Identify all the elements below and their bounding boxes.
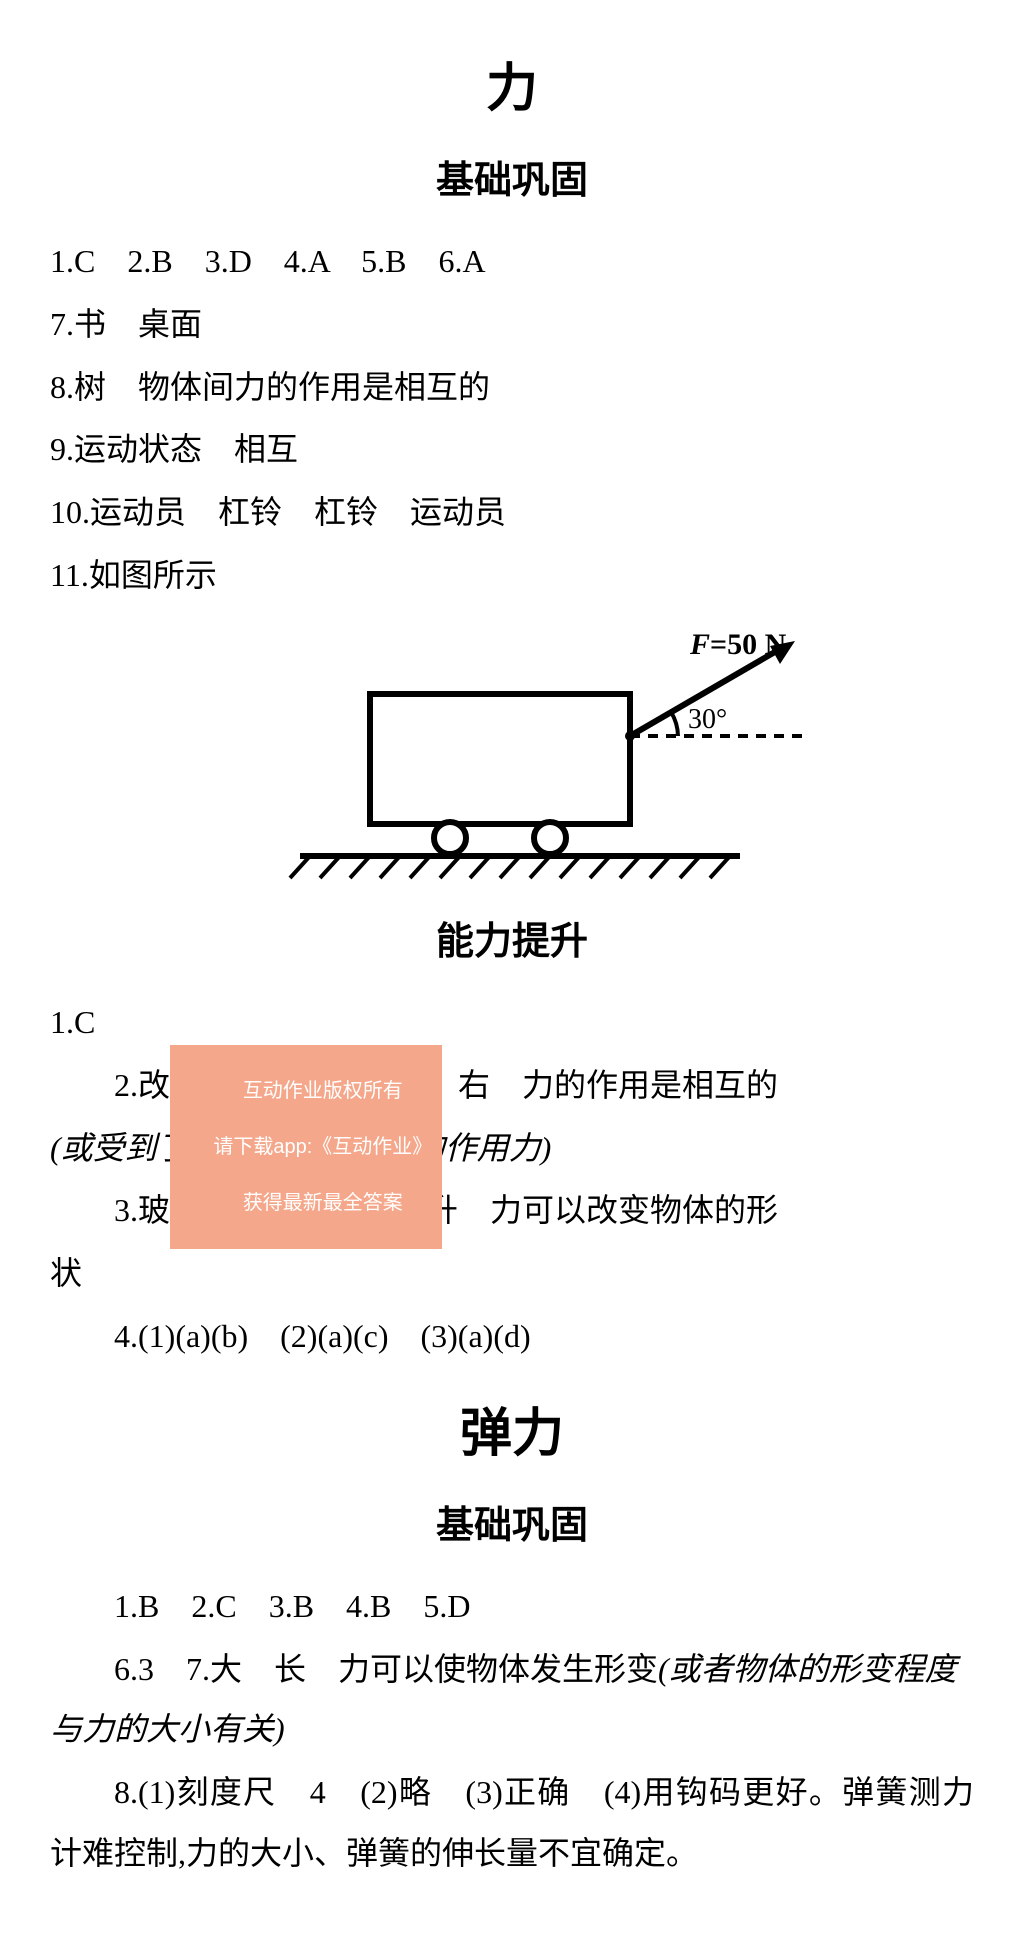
- angle-label: 30°: [688, 704, 727, 735]
- chapter1-adv-heading: 能力提升: [50, 906, 974, 978]
- c1-basic-q10: 10.运动员 杠铃 杠铃 运动员: [50, 482, 974, 543]
- c1-adv-q1: 1.C: [50, 992, 974, 1053]
- c2-basic-q6-7: 6.3 7.大 长 力可以使物体发生形变(或者物体的形变程度与力的大小有关): [50, 1639, 974, 1761]
- c1-adv-q2-wrap: 互动作业版权所有 请下载app:《互动作业》 获得最新最全答案 2.改变物体的运…: [50, 1055, 974, 1116]
- wheel-right: [534, 822, 566, 854]
- chapter2-title: 弹力: [50, 1385, 974, 1484]
- wm-line1: 互动作业版权所有: [243, 1080, 403, 1102]
- page: 力 基础巩固 1.C 2.B 3.D 4.A 5.B 6.A 7.书 桌面 8.…: [0, 0, 1024, 1946]
- c1-adv-q3b: 状: [50, 1243, 974, 1304]
- watermark-badge: 互动作业版权所有 请下载app:《互动作业》 获得最新最全答案: [170, 1045, 442, 1249]
- wm-line3: 获得最新最全答案: [243, 1192, 403, 1214]
- c1-adv-q4: 4.(1)(a)(b) (2)(a)(c) (3)(a)(d): [50, 1306, 974, 1367]
- force-diagram: F=50 N: [50, 616, 974, 896]
- angle-arc: [671, 712, 678, 736]
- force-eq: =50 N: [710, 628, 786, 661]
- c1-basic-q9: 9.运动状态 相互: [50, 419, 974, 480]
- chapter2-basic-heading: 基础巩固: [50, 1490, 974, 1562]
- cart-body: [370, 694, 630, 824]
- c2-basic-mcq: 1.B 2.C 3.B 4.B 5.D: [50, 1576, 974, 1637]
- force-var: F: [690, 628, 710, 661]
- force-origin-point: [625, 731, 635, 741]
- force-label: F=50 N: [690, 616, 786, 673]
- c1-basic-mcq: 1.C 2.B 3.D 4.A 5.B 6.A: [50, 231, 974, 292]
- c1-basic-q11: 11.如图所示: [50, 545, 974, 606]
- c2-basic-q8: 8.(1)刻度尺 4 (2)略 (3)正确 (4)用钩码更好。弹簧测力计难控制,…: [50, 1762, 974, 1884]
- chapter1-title: 力: [50, 40, 974, 139]
- wm-line2: 请下载app:《互动作业》: [213, 1136, 432, 1158]
- c2-basic-q6-7-main: 6.3 7.大 长 力可以使物体发生形变: [114, 1651, 658, 1687]
- chapter1-basic-heading: 基础巩固: [50, 145, 974, 217]
- c1-basic-q8: 8.树 物体间力的作用是相互的: [50, 357, 974, 418]
- ground-hatch: [290, 856, 730, 878]
- wheel-left: [434, 822, 466, 854]
- c1-basic-q7: 7.书 桌面: [50, 294, 974, 355]
- diagram-svg: 30°: [50, 616, 974, 896]
